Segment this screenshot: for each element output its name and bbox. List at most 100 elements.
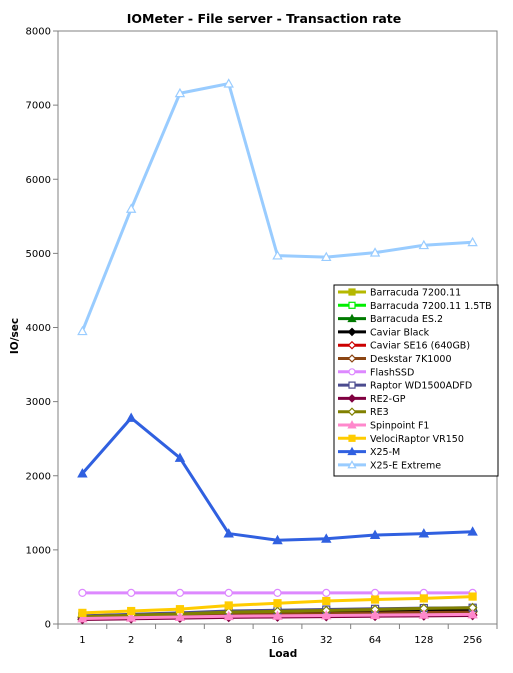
data-point bbox=[125, 203, 137, 213]
series-11 bbox=[78, 592, 477, 617]
legend-marker bbox=[347, 407, 357, 416]
y-tick-label: 5000 bbox=[26, 249, 51, 260]
x-tick-label: 1 bbox=[79, 635, 85, 646]
x-tick-label: 32 bbox=[320, 635, 333, 646]
legend-item: Caviar Black bbox=[338, 327, 430, 338]
legend-label: Deskstar 7K1000 bbox=[370, 354, 451, 365]
y-tick-label: 8000 bbox=[26, 27, 51, 38]
legend-item: Raptor WD1500ADFD bbox=[338, 381, 472, 392]
data-point bbox=[272, 610, 283, 620]
legend-item: Barracuda 7200.11 1.5TB bbox=[338, 301, 492, 312]
legend-marker bbox=[347, 446, 357, 456]
legend-marker bbox=[348, 381, 356, 389]
legend-label: X25-E Extreme bbox=[370, 460, 441, 471]
data-point bbox=[127, 588, 136, 597]
x-tick-label: 256 bbox=[463, 635, 482, 646]
legend-item: FlashSSD bbox=[338, 367, 414, 378]
data-point bbox=[321, 251, 332, 262]
legend-item: VelociRaptor VR150 bbox=[338, 434, 464, 445]
series-layer bbox=[77, 78, 478, 625]
data-point bbox=[370, 595, 380, 604]
y-axis-title: IO/sec bbox=[9, 318, 21, 354]
legend-label: FlashSSD bbox=[370, 367, 414, 378]
data-point bbox=[418, 528, 430, 538]
x-axis-title: Load bbox=[269, 648, 298, 660]
data-point bbox=[125, 612, 137, 622]
legend-label: RE2-GP bbox=[370, 394, 406, 405]
legend-marker bbox=[348, 434, 356, 442]
data-point bbox=[272, 250, 283, 260]
legend-label: Barracuda 7200.11 bbox=[370, 288, 461, 299]
y-tick-label: 0 bbox=[45, 620, 51, 631]
legend-label: VelociRaptor VR150 bbox=[370, 434, 464, 445]
legend-marker bbox=[348, 288, 356, 296]
data-point bbox=[321, 610, 332, 620]
x-tick-label: 8 bbox=[226, 635, 232, 646]
legend-marker bbox=[347, 340, 357, 350]
legend-label: X25-M bbox=[370, 447, 400, 458]
y-tick-label: 2000 bbox=[26, 471, 51, 482]
data-point bbox=[77, 325, 88, 336]
legend-label: Spinpoint F1 bbox=[370, 421, 429, 432]
data-point bbox=[127, 606, 136, 616]
data-point bbox=[467, 608, 478, 619]
data-point bbox=[418, 239, 430, 250]
data-point bbox=[125, 412, 137, 422]
data-point bbox=[223, 610, 234, 621]
legend: Barracuda 7200.11 Barracuda 7200.11 1.5TB… bbox=[333, 284, 499, 477]
legend-item: RE2-GP bbox=[338, 394, 406, 405]
data-point bbox=[175, 605, 185, 614]
legend-marker bbox=[348, 301, 356, 309]
data-point bbox=[369, 609, 381, 620]
legend-item: X25-E Extreme bbox=[338, 460, 441, 471]
legend-marker bbox=[347, 354, 357, 363]
data-point bbox=[224, 601, 233, 610]
series-10 bbox=[77, 608, 478, 623]
x-axis: 1 2 4 8 16 32 64 128 256 bbox=[57, 624, 498, 646]
series-12 bbox=[77, 412, 478, 545]
data-point bbox=[224, 588, 233, 597]
data-point bbox=[272, 534, 283, 545]
legend-marker bbox=[347, 313, 357, 323]
data-point bbox=[468, 592, 477, 601]
y-tick-label: 7000 bbox=[26, 101, 51, 112]
legend-item: Deskstar 7K1000 bbox=[338, 354, 451, 365]
data-point bbox=[370, 588, 380, 597]
data-point bbox=[273, 588, 282, 597]
legend-box bbox=[333, 284, 499, 477]
data-point bbox=[322, 596, 331, 606]
y-axis: 0 1000 2000 3000 4000 5000 6000 7000 8000 bbox=[26, 27, 58, 631]
x-tick-label: 128 bbox=[414, 635, 433, 646]
data-point bbox=[174, 611, 186, 621]
data-point bbox=[369, 247, 381, 257]
legend-label: Caviar Black bbox=[370, 327, 430, 338]
y-tick-label: 1000 bbox=[26, 545, 51, 556]
legend-marker bbox=[347, 460, 357, 469]
data-point bbox=[223, 78, 234, 88]
data-point bbox=[78, 608, 87, 617]
data-point bbox=[418, 609, 430, 619]
data-point bbox=[77, 468, 88, 478]
data-point bbox=[174, 87, 186, 98]
legend-label: RE3 bbox=[370, 407, 389, 418]
legend-label: Caviar SE16 (640GB) bbox=[370, 341, 470, 352]
legend-item: X25-M bbox=[338, 446, 400, 458]
data-point bbox=[467, 236, 478, 247]
legend-label: Raptor WD1500ADFD bbox=[370, 381, 472, 392]
y-tick-label: 4000 bbox=[26, 323, 51, 334]
y-tick-label: 6000 bbox=[26, 175, 51, 186]
legend-marker bbox=[348, 368, 356, 376]
legend-marker bbox=[347, 420, 357, 429]
series-13 bbox=[77, 78, 478, 336]
x-tick-label: 16 bbox=[271, 635, 284, 646]
data-point bbox=[419, 594, 428, 603]
data-point bbox=[77, 613, 88, 623]
legend-label: Barracuda 7200.11 1.5TB bbox=[370, 301, 492, 312]
x-tick-label: 4 bbox=[177, 635, 183, 646]
legend-marker bbox=[347, 394, 357, 403]
data-point bbox=[369, 529, 381, 540]
data-point bbox=[322, 588, 331, 597]
legend-item: Spinpoint F1 bbox=[338, 420, 429, 432]
data-point bbox=[321, 533, 332, 543]
